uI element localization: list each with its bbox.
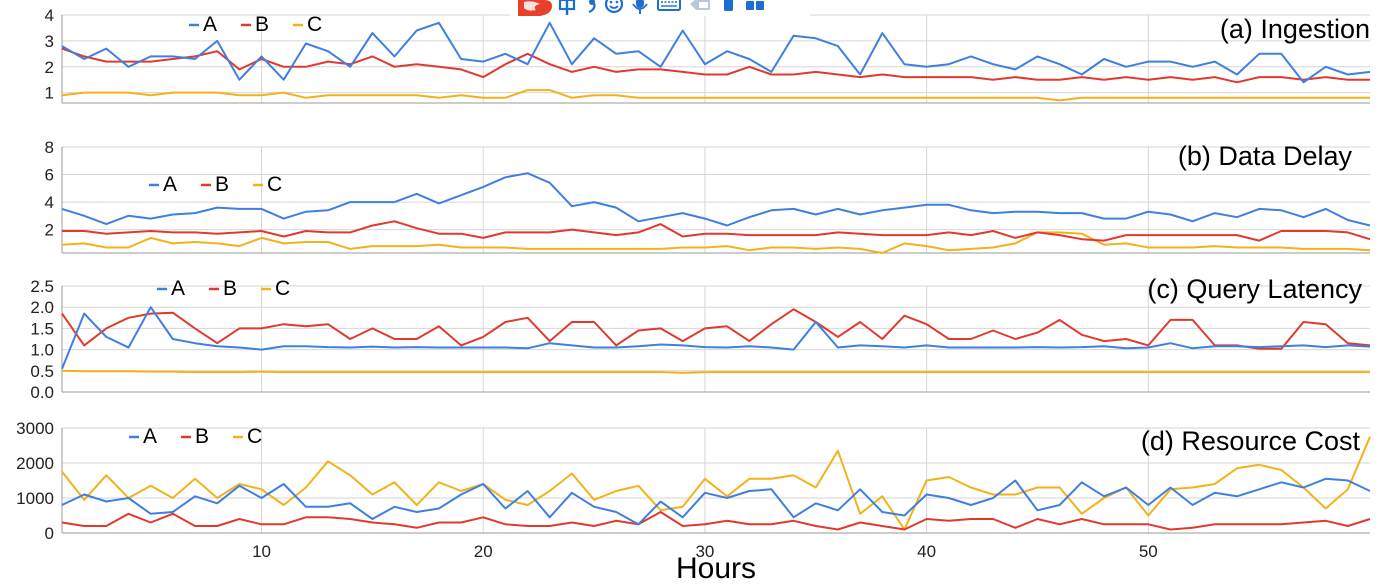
panel-title: (b) Data Delay	[1178, 141, 1353, 171]
series-a-line	[61, 21, 1371, 84]
series-a-line	[61, 306, 1371, 370]
y-tick-label: 2000	[16, 454, 54, 473]
series-c-line	[61, 369, 1370, 374]
grid: 0 1000 2000 3000 10 20 30 40 50	[16, 419, 1370, 561]
legend-label-a: A	[163, 173, 177, 196]
legend-label-b: B	[223, 277, 237, 300]
x-tick-label: 50	[1139, 542, 1158, 561]
legend-label-c: C	[267, 173, 282, 196]
y-tick-label: 2.0	[30, 298, 54, 317]
y-tick-label: 2	[45, 221, 54, 240]
y-tick-label: 0	[45, 524, 54, 543]
series-a-line	[61, 172, 1371, 227]
series-b-line	[61, 511, 1371, 531]
legend-label-a: A	[203, 13, 217, 36]
ime-logo-icon	[518, 0, 552, 16]
x-tick-label: 30	[695, 542, 714, 561]
panel-query-latency: 0.0 0.5 1.0 1.5 2.0 2.5 A B C (c) Query Latency	[30, 274, 1371, 402]
legend-label-c: C	[247, 425, 262, 448]
legend: A B C	[129, 425, 262, 448]
emoji-icon[interactable]	[604, 0, 624, 14]
legend-label-b: B	[195, 425, 209, 448]
legend-label-c: C	[275, 277, 290, 300]
x-tick-label: 20	[474, 542, 493, 561]
y-tick-label: 1.5	[30, 319, 54, 338]
panel-title: (d) Resource Cost	[1141, 426, 1361, 456]
grid: 0.0 0.5 1.0 1.5 2.0 2.5	[30, 277, 1370, 402]
legend-label-a: A	[143, 425, 157, 448]
y-tick-label: 1.0	[30, 341, 54, 360]
punctuation-icon[interactable]	[588, 0, 596, 14]
series-b-line	[61, 308, 1371, 350]
ime-toolbar[interactable]	[510, 0, 810, 16]
y-tick-label: 0.5	[30, 362, 54, 381]
y-tick-label: 2	[45, 58, 54, 77]
panel-data-delay: 2 4 6 8 A B C (b) Data Delay	[45, 138, 1371, 254]
y-tick-label: 2.5	[30, 277, 54, 296]
x-tick-label: 10	[252, 542, 271, 561]
series-c-line	[61, 89, 1370, 102]
x-tick-label: 40	[917, 542, 936, 561]
y-tick-label: 1	[45, 84, 54, 103]
panel-title: (c) Query Latency	[1147, 274, 1362, 304]
keyboard-icon[interactable]	[657, 0, 681, 11]
series-b-line	[61, 47, 1370, 84]
legend: A B C	[157, 277, 290, 300]
y-tick-label: 6	[45, 166, 54, 185]
y-tick-label: 3	[45, 32, 54, 51]
y-tick-label: 1000	[16, 489, 54, 508]
panel-resource-cost: 0 1000 2000 3000 10 20 30 40 50 A B C (d) Resource …	[16, 419, 1371, 561]
y-tick-label: 0.0	[30, 383, 54, 402]
y-tick-label: 3000	[16, 419, 54, 438]
menu-grid-icon[interactable]	[746, 1, 764, 10]
legend: A B C	[189, 13, 322, 36]
legend-label-b: B	[255, 13, 269, 36]
panel-title: (a) Ingestion	[1220, 14, 1370, 44]
series-b-line	[62, 220, 1371, 242]
chinese-mode-icon[interactable]	[558, 0, 576, 15]
series-a-line	[61, 477, 1371, 526]
series-c-line	[61, 231, 1371, 254]
series-c-line	[61, 436, 1371, 531]
legend-label-a: A	[171, 277, 185, 300]
skin-icon[interactable]	[690, 0, 710, 10]
legend-label-c: C	[307, 13, 322, 36]
toolbox-icon[interactable]	[724, 0, 733, 11]
panel-ingestion: 1 2 3 4 A B C (a) Ingestion	[45, 6, 1371, 104]
legend: A B C	[149, 173, 282, 196]
legend-label-b: B	[215, 173, 229, 196]
x-axis-label: Hours	[676, 552, 756, 585]
microphone-icon[interactable]	[632, 0, 648, 14]
grid: 2 4 6 8	[45, 138, 1370, 254]
y-tick-label: 4	[45, 6, 54, 25]
y-tick-label: 8	[45, 138, 54, 157]
y-tick-label: 4	[45, 193, 54, 212]
